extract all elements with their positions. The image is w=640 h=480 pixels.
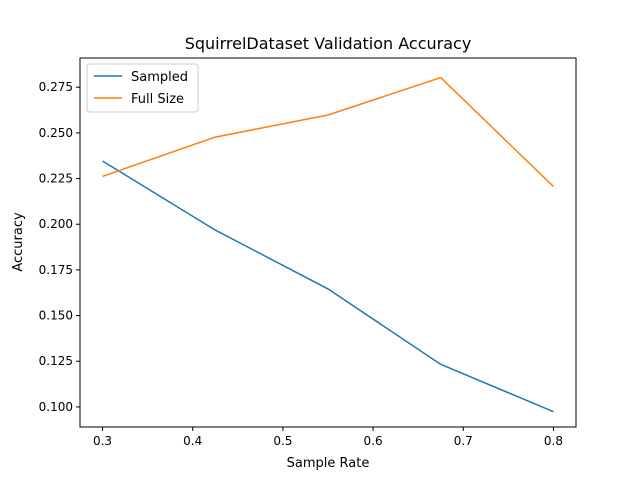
x-tick-label: 0.6 (364, 434, 383, 448)
y-tick-label: 0.175 (39, 263, 73, 277)
series-line-sampled (102, 160, 554, 413)
axes-frame (79, 57, 577, 428)
legend-label-full-size: Full Size (131, 92, 184, 107)
y-tick-label: 0.125 (39, 354, 73, 368)
x-tick-label: 0.7 (454, 434, 473, 448)
y-axis-label: Accuracy (11, 212, 26, 272)
x-tick-label: 0.5 (273, 434, 292, 448)
y-tick-label: 0.250 (39, 126, 73, 140)
y-tick-label: 0.275 (39, 80, 73, 94)
y-axis-ticks: 0.100 0.125 0.150 0.175 0.200 0.225 0.250 0.275 (39, 80, 80, 414)
chart-title: SquirrelDataset Validation Accuracy (185, 34, 472, 53)
y-tick-label: 0.150 (39, 309, 73, 323)
y-tick-label: 0.100 (39, 400, 73, 414)
plot-area: 0.3 0.4 0.5 0.6 0.7 0.8 0.1000.1250.1500.1750… (39, 57, 577, 448)
x-tick-label: 0.3 (93, 434, 112, 448)
x-tick-label: 0.4 (183, 434, 202, 448)
series-line-full-size (102, 76, 554, 188)
x-axis-label: Sample Rate (287, 456, 370, 471)
y-tick-label: 0.225 (39, 172, 73, 186)
series-lines (102, 76, 554, 413)
x-tick-label: 0.8 (544, 434, 563, 448)
y-tick-label: 0.200 (39, 217, 73, 231)
x-axis-ticks: 0.3 0.4 0.5 0.6 0.7 0.8 (93, 427, 563, 448)
legend: Sampled Full Size (86, 63, 199, 113)
legend-label-sampled: Sampled (131, 70, 188, 85)
